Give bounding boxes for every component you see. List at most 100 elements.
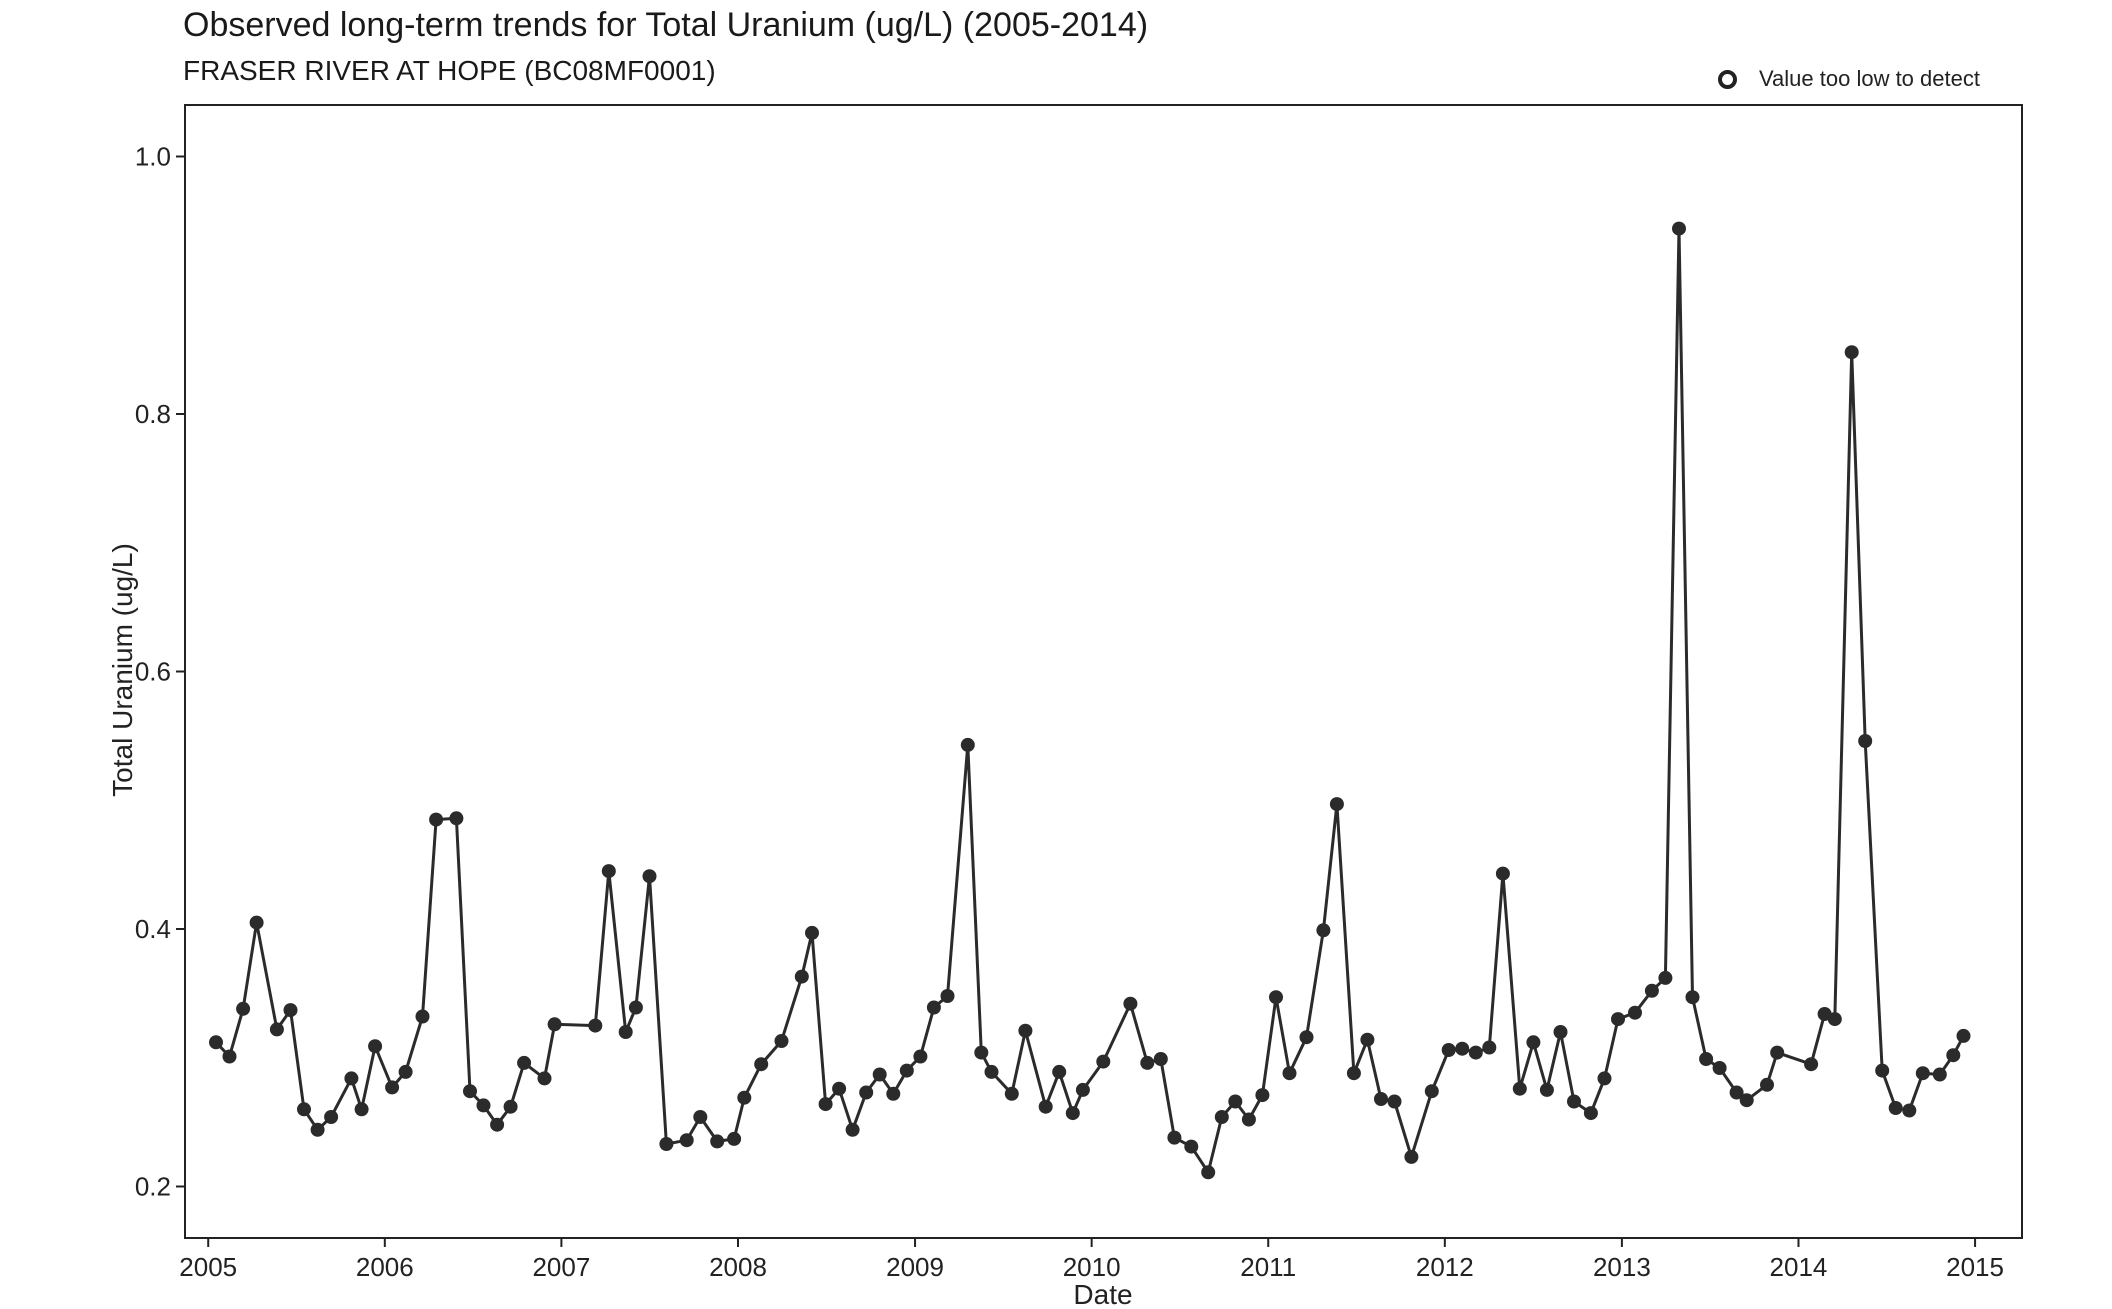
data-point [1539, 1082, 1554, 1097]
data-point [1153, 1052, 1168, 1066]
data-point [1255, 1088, 1270, 1103]
data-point [1052, 1064, 1067, 1079]
data-point [297, 1102, 311, 1117]
x-tick-label: 2015 [1946, 1252, 2004, 1282]
data-point [1360, 1032, 1375, 1047]
data-point [517, 1055, 532, 1070]
data-point [1804, 1057, 1819, 1072]
data-point [1004, 1086, 1019, 1101]
data-point [269, 1022, 284, 1037]
data-point [913, 1049, 928, 1064]
data-point [1915, 1066, 1930, 1081]
y-tick-label: 0.2 [135, 1172, 171, 1202]
data-point [415, 1009, 430, 1024]
data-point [1902, 1103, 1917, 1118]
data-point [818, 1097, 833, 1112]
data-point [236, 1001, 251, 1016]
data-points [209, 221, 1971, 1180]
data-point [1658, 970, 1673, 985]
data-point [1228, 1094, 1243, 1109]
data-point [310, 1122, 325, 1137]
data-point [283, 1003, 298, 1018]
y-tick-label: 0.8 [135, 399, 171, 429]
data-point [1282, 1066, 1297, 1081]
data-point [1567, 1094, 1581, 1109]
x-tick-label: 2007 [532, 1252, 590, 1282]
data-point [737, 1090, 752, 1105]
data-point [368, 1039, 383, 1054]
data-point [1404, 1149, 1419, 1164]
data-point [385, 1080, 400, 1095]
data-point [324, 1110, 339, 1124]
data-point [774, 1034, 789, 1048]
x-tick-label: 2005 [179, 1252, 237, 1282]
data-point [1875, 1063, 1890, 1078]
x-tick-label: 2009 [886, 1252, 944, 1282]
data-point [1699, 1052, 1714, 1066]
data-point [1468, 1045, 1483, 1060]
y-tick-label: 1.0 [135, 142, 171, 172]
data-point [429, 812, 444, 827]
data-point [940, 989, 955, 1003]
data-point [1065, 1106, 1080, 1121]
data-point [642, 869, 657, 884]
data-point [872, 1067, 887, 1082]
series-line [214, 227, 1965, 1174]
data-point [1729, 1085, 1744, 1100]
x-tick-label: 2006 [356, 1252, 414, 1282]
data-point [1888, 1101, 1903, 1115]
data-point [1946, 1048, 1961, 1063]
data-point [1214, 1110, 1229, 1124]
data-point [974, 1045, 989, 1060]
data-point [845, 1122, 860, 1137]
data-point [628, 1000, 643, 1015]
data-point [1712, 1061, 1727, 1075]
data-point [1316, 923, 1331, 938]
data-point [1644, 983, 1659, 998]
data-point [503, 1099, 518, 1114]
data-point [1455, 1041, 1470, 1056]
data-point [984, 1064, 999, 1079]
data-point [547, 1017, 562, 1032]
data-point [1482, 1040, 1497, 1055]
data-point [886, 1086, 901, 1101]
data-point [1932, 1067, 1947, 1082]
y-tick-label: 0.4 [135, 914, 171, 944]
data-point [344, 1071, 359, 1086]
data-point [476, 1098, 491, 1113]
data-point [1583, 1106, 1598, 1121]
x-tick-label: 2014 [1770, 1252, 1828, 1282]
x-axis: 2005 2006 2007 2008 2009 2010 2011 2012 2013 2014… [179, 1238, 2004, 1282]
data-point [1374, 1092, 1388, 1106]
data-point [754, 1057, 769, 1072]
open-circle-legend-icon [1718, 69, 1737, 89]
data-point [679, 1133, 694, 1148]
data-point [618, 1025, 633, 1039]
data-point [209, 1035, 223, 1050]
data-point [1387, 1094, 1402, 1109]
data-point [1269, 990, 1283, 1005]
data-point [1611, 1012, 1625, 1027]
data-point [1526, 1035, 1541, 1050]
data-point [398, 1064, 413, 1079]
data-point [1038, 1099, 1053, 1114]
data-point [693, 1110, 708, 1124]
data-point [490, 1117, 505, 1132]
data-point [1597, 1071, 1612, 1086]
x-tick-label: 2008 [709, 1252, 767, 1282]
data-point [1184, 1139, 1199, 1154]
data-point [926, 1000, 941, 1015]
legend-label: Value too low to detect [1759, 66, 1980, 91]
data-point [859, 1085, 874, 1100]
data-point [1123, 996, 1138, 1011]
data-point [1512, 1081, 1527, 1096]
data-point [1553, 1025, 1568, 1039]
data-point [1329, 797, 1344, 812]
data-point [249, 915, 264, 930]
x-tick-label: 2011 [1240, 1252, 1296, 1282]
data-point [1827, 1012, 1842, 1027]
data-point [727, 1131, 742, 1146]
chart-subtitle: FRASER RIVER AT HOPE (BC08MF0001) [183, 55, 716, 86]
data-point [1760, 1077, 1774, 1092]
y-tick-label: 0.6 [135, 657, 171, 687]
